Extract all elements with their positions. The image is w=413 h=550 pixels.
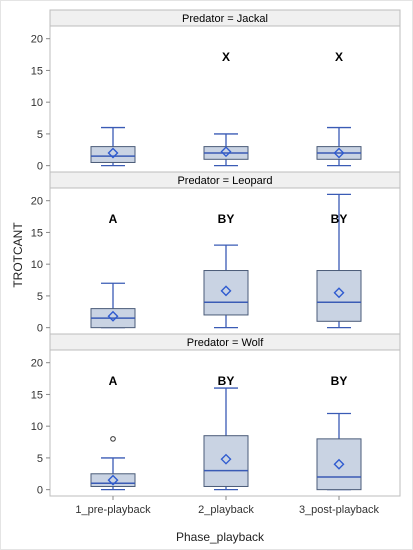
y-tick-label: 5 [37,291,43,303]
y-tick-label: 15 [31,389,43,401]
box-iqr [316,438,362,491]
y-tick-label: 10 [31,97,43,109]
y-tick-label: 0 [37,161,43,173]
box-iqr [203,435,249,487]
y-tick-label: 20 [31,196,43,208]
y-tick-label: 5 [37,453,43,465]
significance-letter: X [222,50,230,64]
y-tick-label: 5 [37,129,43,141]
x-tick-label: 2_playback [198,504,254,516]
panel-strip-label: Predator = Jackal [182,13,268,25]
mean-marker [107,147,119,159]
mean-marker [220,146,232,158]
mean-marker [333,287,345,299]
mean-marker [220,285,232,297]
mean-marker [333,147,345,159]
y-tick-label: 15 [31,227,43,239]
y-tick-label: 20 [31,358,43,370]
significance-letter: X [335,50,343,64]
outlier-point [110,436,116,442]
significance-letter: BY [331,374,348,388]
significance-letter: BY [218,374,235,388]
mean-marker [107,474,119,486]
y-tick-label: 0 [37,485,43,497]
significance-letter: BY [331,212,348,226]
box-iqr [316,270,362,322]
box-iqr [203,270,249,316]
y-tick-label: 20 [31,34,43,46]
x-axis-title: Phase_playback [176,530,265,544]
y-tick-label: 0 [37,323,43,335]
x-tick-label: 1_pre-playback [75,504,151,516]
significance-letter: A [109,212,118,226]
significance-letter: BY [218,212,235,226]
panel-strip-label: Predator = Leopard [177,175,272,187]
y-tick-label: 10 [31,259,43,271]
mean-marker [107,310,119,322]
y-tick-label: 15 [31,65,43,77]
panel-strip-label: Predator = Wolf [187,337,264,349]
box-iqr [90,146,136,163]
mean-marker [333,458,345,470]
significance-letter: A [109,374,118,388]
x-tick-label: 3_post-playback [299,504,380,516]
mean-marker [220,453,232,465]
y-axis-title: TROTCANT [11,222,25,288]
y-tick-label: 10 [31,421,43,433]
